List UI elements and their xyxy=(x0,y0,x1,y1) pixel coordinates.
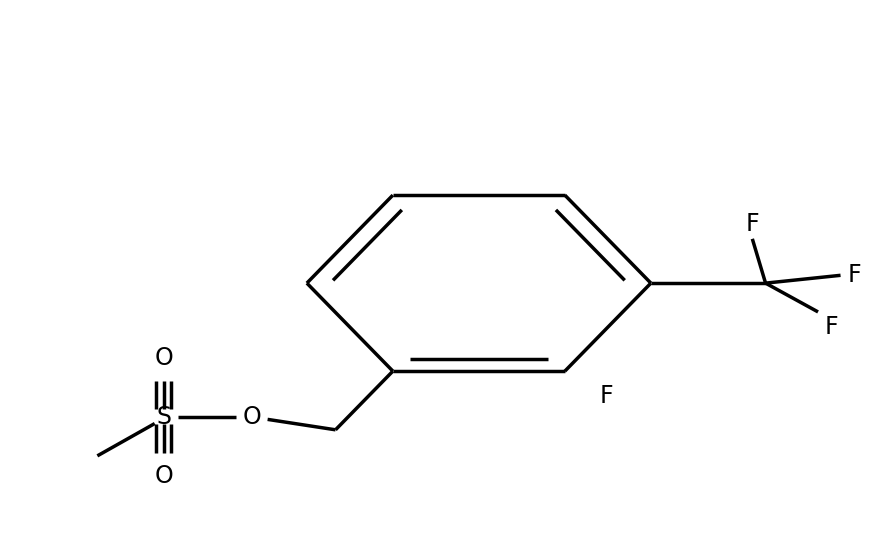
Text: O: O xyxy=(154,464,173,488)
Text: F: F xyxy=(825,315,839,339)
Text: O: O xyxy=(154,346,173,370)
Text: F: F xyxy=(848,263,861,287)
Text: F: F xyxy=(745,212,759,236)
Text: F: F xyxy=(599,384,614,408)
Text: O: O xyxy=(242,405,261,429)
Text: S: S xyxy=(156,405,171,429)
